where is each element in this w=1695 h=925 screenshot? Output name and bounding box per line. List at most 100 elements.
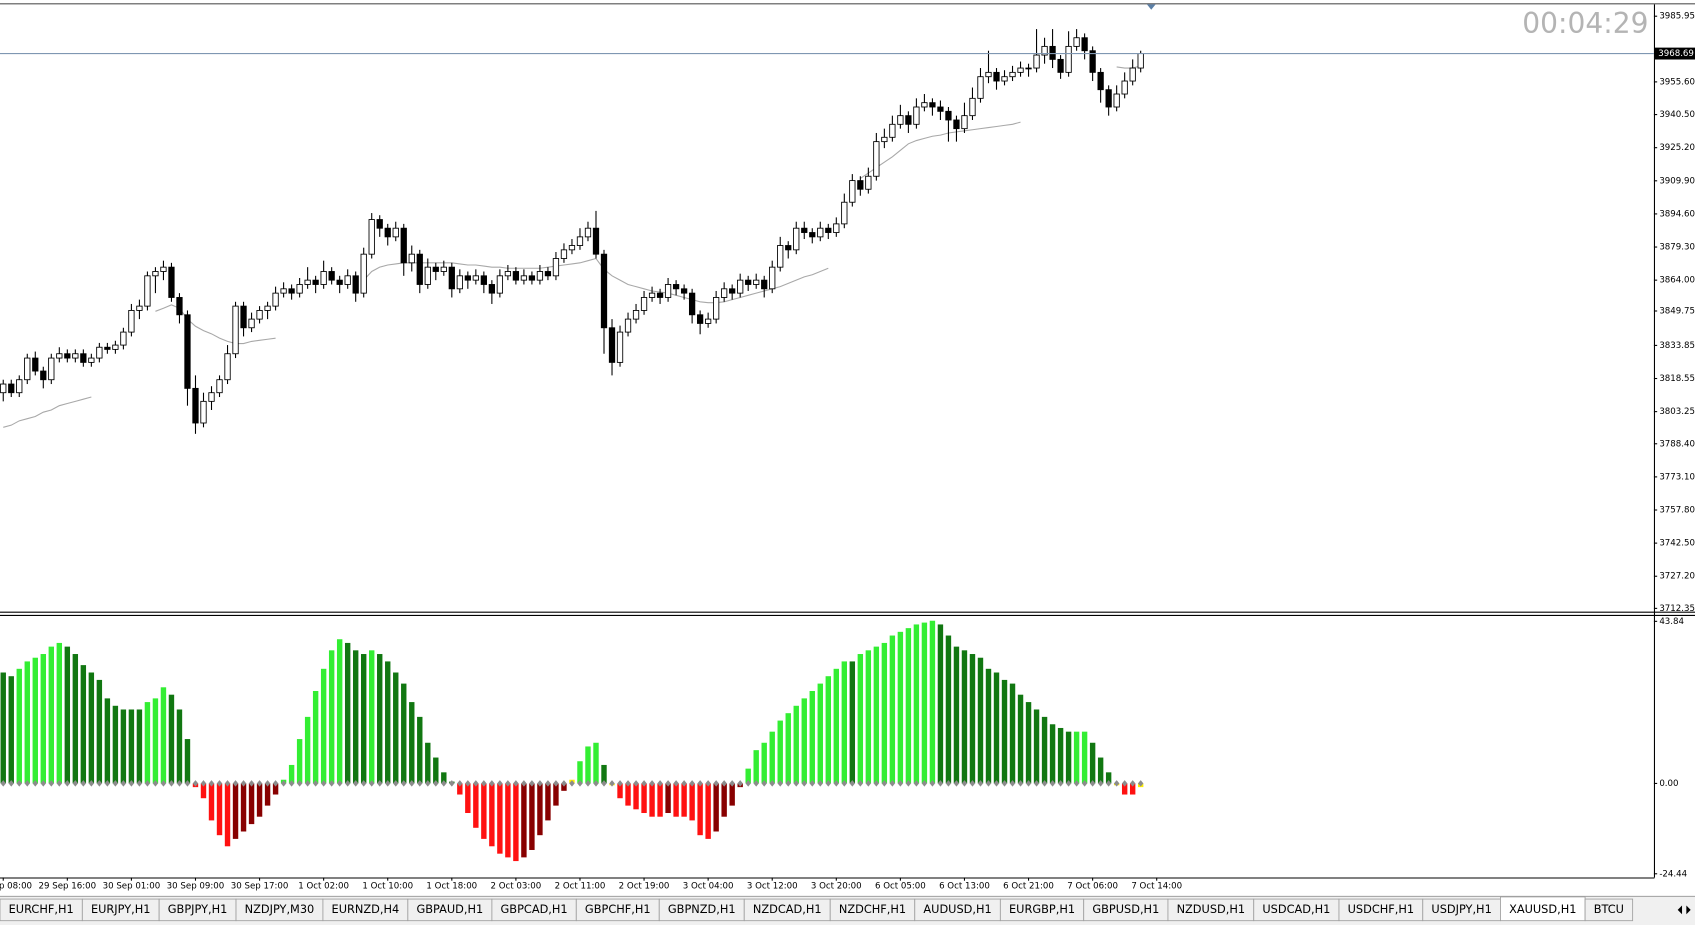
zero-marker [865,780,872,787]
candle-body [1001,76,1008,82]
tab-label: XAUUSD,H1 [1509,902,1576,916]
candle-body [424,266,431,285]
candle-body [304,279,311,285]
y-tick-label: 3712.35 [1659,604,1695,614]
tab[interactable]: BTCU [1584,898,1634,922]
candle-body [248,318,255,329]
tab-scroll-right[interactable] [1686,905,1691,915]
candle-body [977,76,984,99]
histogram-bar [921,622,928,784]
histogram-bar [937,624,944,784]
candle-body [833,223,840,233]
candle-body [560,249,568,259]
tab[interactable]: GBPJPY,H1 [158,898,237,922]
candle-body [152,271,159,277]
candle-body [1041,45,1048,56]
histogram-bar [777,720,783,784]
candle-body [8,383,15,394]
zero-marker [985,780,992,787]
histogram-bar [160,687,167,784]
histogram-bar [617,783,623,799]
zero-marker [280,780,287,787]
zero-marker [176,780,183,787]
current-price-box [1655,47,1695,60]
tab[interactable]: EURJPY,H1 [81,898,160,922]
tab-label: GBPAUD,H1 [416,902,483,916]
histogram-bar [545,783,551,821]
tab[interactable]: GBPAUD,H1 [407,898,493,922]
tab[interactable]: EURNZD,H4 [322,898,409,922]
histogram-bar [208,783,215,821]
tab[interactable]: USDCHF,H1 [1338,898,1424,922]
tab[interactable]: USDJPY,H1 [1422,898,1501,922]
histogram-bar [112,705,119,784]
candle-body [640,297,648,311]
candle-body [929,102,936,108]
histogram-bar [897,631,904,784]
tab[interactable]: NZDCAD,H1 [743,898,831,922]
tab[interactable]: GBPCHF,H1 [575,898,660,922]
y-tick-label: 3864.00 [1659,276,1695,286]
tab[interactable]: GBPCAD,H1 [491,898,577,922]
zero-marker [288,780,295,787]
candle-body [288,288,295,294]
zero-marker [441,780,447,787]
tab-label: USDCHF,H1 [1348,902,1414,916]
zero-marker [881,780,888,787]
histogram-bar [1121,783,1128,795]
candle-body [232,305,239,355]
histogram-bar [1097,757,1104,784]
zero-marker [192,780,199,787]
candle-body [512,271,520,281]
histogram-bar [128,709,135,784]
histogram-bar [953,646,960,784]
candle-body [88,357,95,363]
candle-body [656,292,664,298]
candle-body [785,245,792,251]
candle-body [264,305,271,311]
zero-marker [120,780,127,787]
tab[interactable]: EURGBP,H1 [999,898,1085,922]
y-tick-label: 3909.90 [1659,176,1695,186]
x-tick-label: 29 Sep 08:00 [0,882,32,892]
candle-body [921,102,928,108]
tab[interactable]: USDCAD,H1 [1253,898,1340,922]
tab[interactable]: XAUUSD,H1 [1500,896,1586,922]
tab-scroll-left[interactable] [1677,905,1683,915]
candle-body [40,370,47,381]
candle-body [664,284,672,298]
tab[interactable]: NZDUSD,H1 [1167,898,1255,922]
zero-marker [649,780,655,787]
candle-body [216,379,223,394]
tab[interactable]: EURCHF,H1 [0,898,83,922]
histogram-bar [1057,727,1064,784]
x-tick-label: 6 Oct 21:00 [1003,882,1054,892]
tab[interactable]: NZDCHF,H1 [829,898,916,922]
histogram-bar [200,783,207,799]
tab[interactable]: GBPNZD,H1 [658,898,745,922]
zero-marker [633,780,639,787]
zero-marker [1105,780,1112,787]
histogram-bar [40,654,46,784]
tab[interactable]: NZDJPY,M30 [235,898,324,922]
candle-body [737,279,744,294]
zero-marker [184,780,191,787]
histogram-bar [601,764,607,784]
histogram-bar [849,661,856,784]
tab[interactable]: GBPUSD,H1 [1083,898,1169,922]
histogram-bar [48,646,55,784]
histogram-bar [865,650,872,784]
tab-label: AUDUSD,H1 [923,902,991,916]
histogram-bar [1073,731,1080,784]
candle-body [544,271,552,277]
zero-marker [1089,780,1096,787]
histogram-bar [248,783,255,825]
histogram-bar [224,783,231,847]
zero-marker [1017,780,1024,787]
histogram-bar [336,639,343,784]
candle-body [296,284,303,294]
zero-marker [745,780,751,787]
tab[interactable]: AUDUSD,H1 [914,898,1001,922]
zero-marker [833,780,840,787]
